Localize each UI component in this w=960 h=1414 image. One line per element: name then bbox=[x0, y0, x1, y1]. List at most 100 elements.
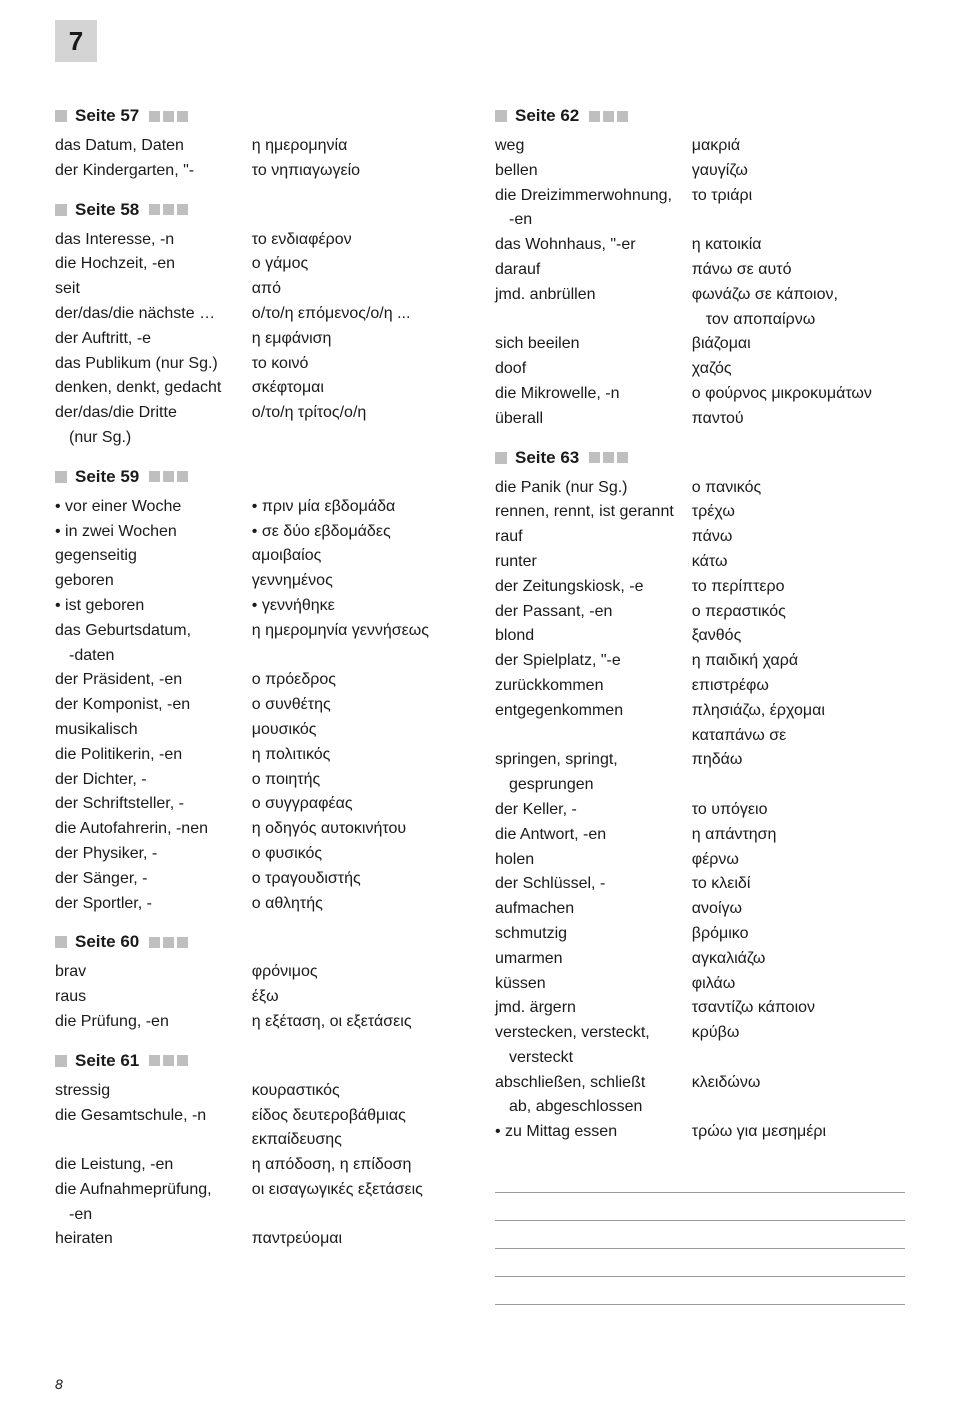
greek-translation: χαζός bbox=[692, 357, 905, 382]
vocab-row: τον αποπαίρνω bbox=[495, 308, 905, 333]
vocab-row: -en bbox=[55, 1203, 465, 1228]
greek-translation: βρόμικο bbox=[692, 922, 905, 947]
vocab-row: • zu Mittag essenτρώω για μεσημέρι bbox=[495, 1120, 905, 1145]
german-term: die Gesamtschule, -n bbox=[55, 1104, 252, 1129]
german-term bbox=[495, 308, 692, 333]
section-title: Seite 63 bbox=[515, 448, 579, 468]
german-term: runter bbox=[495, 550, 692, 575]
german-term: weg bbox=[495, 134, 692, 159]
greek-translation: το ενδιαφέρον bbox=[252, 228, 465, 253]
greek-translation: από bbox=[252, 277, 465, 302]
vocab-row: schmutzigβρόμικο bbox=[495, 922, 905, 947]
german-term: geboren bbox=[55, 569, 252, 594]
german-term: zurückkommen bbox=[495, 674, 692, 699]
german-term: der Physiker, - bbox=[55, 842, 252, 867]
greek-translation: καταπάνω σε bbox=[692, 724, 905, 749]
section-title: Seite 57 bbox=[75, 106, 139, 126]
vocab-row: jmd. anbrüllenφωνάζω σε κάποιον, bbox=[495, 283, 905, 308]
greek-translation: ξανθός bbox=[692, 624, 905, 649]
section-heading: Seite 62 bbox=[495, 106, 905, 126]
vocab-row: gegenseitigαμοιβαίος bbox=[55, 544, 465, 569]
greek-translation: η εξέταση, οι εξετάσεις bbox=[252, 1010, 465, 1035]
vocab-row: umarmenαγκαλιάζω bbox=[495, 947, 905, 972]
greek-translation: φρόνιμος bbox=[252, 960, 465, 985]
right-column: Seite 62wegμακριάbellenγαυγίζωdie Dreizi… bbox=[495, 90, 905, 1305]
german-term: die Hochzeit, -en bbox=[55, 252, 252, 277]
greek-translation: πάνω bbox=[692, 525, 905, 550]
german-term: • ist geboren bbox=[55, 594, 252, 619]
greek-translation: κουραστικός bbox=[252, 1079, 465, 1104]
notes-line bbox=[495, 1281, 905, 1305]
greek-translation: παντού bbox=[692, 407, 905, 432]
greek-translation: τρέχω bbox=[692, 500, 905, 525]
vocab-row: das Interesse, -nτο ενδιαφέρον bbox=[55, 228, 465, 253]
german-term: das Datum, Daten bbox=[55, 134, 252, 159]
greek-translation: ο πανικός bbox=[692, 476, 905, 501]
content-columns: Seite 57das Datum, Datenη ημερομηνίαder … bbox=[55, 90, 905, 1305]
greek-translation: ο αθλητής bbox=[252, 892, 465, 917]
german-term: das Interesse, -n bbox=[55, 228, 252, 253]
vocab-row: springen, springt,πηδάω bbox=[495, 748, 905, 773]
vocab-row: runterκάτω bbox=[495, 550, 905, 575]
greek-translation: πάνω σε αυτό bbox=[692, 258, 905, 283]
vocab-row: die Hochzeit, -enο γάμος bbox=[55, 252, 465, 277]
vocab-row: jmd. ärgernτσαντίζω κάποιον bbox=[495, 996, 905, 1021]
greek-translation: πηδάω bbox=[692, 748, 905, 773]
greek-translation bbox=[252, 1203, 465, 1228]
vocab-row: καταπάνω σε bbox=[495, 724, 905, 749]
section-title: Seite 60 bbox=[75, 932, 139, 952]
vocab-row: raufπάνω bbox=[495, 525, 905, 550]
german-term: sich beeilen bbox=[495, 332, 692, 357]
german-term: die Mikrowelle, -n bbox=[495, 382, 692, 407]
german-term: die Panik (nur Sg.) bbox=[495, 476, 692, 501]
section-heading: Seite 60 bbox=[55, 932, 465, 952]
greek-translation: γαυγίζω bbox=[692, 159, 905, 184]
german-term: der Zeitungskiosk, -e bbox=[495, 575, 692, 600]
german-term: aufmachen bbox=[495, 897, 692, 922]
section-heading: Seite 61 bbox=[55, 1051, 465, 1071]
greek-translation bbox=[692, 1095, 905, 1120]
page-number-badge: 7 bbox=[55, 20, 97, 62]
vocab-row: der Physiker, -ο φυσικός bbox=[55, 842, 465, 867]
vocab-row: • in zwei Wochen• σε δύο εβδομάδες bbox=[55, 520, 465, 545]
left-column: Seite 57das Datum, Datenη ημερομηνίαder … bbox=[55, 90, 465, 1305]
vocab-row: der Zeitungskiosk, -eτο περίπτερο bbox=[495, 575, 905, 600]
vocab-row: der Schlüssel, -το κλειδί bbox=[495, 872, 905, 897]
greek-translation: αμοιβαίος bbox=[252, 544, 465, 569]
vocab-row: bellenγαυγίζω bbox=[495, 159, 905, 184]
vocab-row: doofχαζός bbox=[495, 357, 905, 382]
german-term: holen bbox=[495, 848, 692, 873]
square-bullet-icon bbox=[55, 1055, 67, 1067]
vocab-row: der Keller, -το υπόγειο bbox=[495, 798, 905, 823]
german-term: ab, abgeschlossen bbox=[495, 1095, 692, 1120]
greek-translation: οι εισαγωγικές εξετάσεις bbox=[252, 1178, 465, 1203]
german-term: verstecken, versteckt, bbox=[495, 1021, 692, 1046]
trailing-squares-icon bbox=[149, 111, 188, 122]
vocab-row: der Sänger, -ο τραγουδιστής bbox=[55, 867, 465, 892]
trailing-squares-icon bbox=[149, 471, 188, 482]
section-title: Seite 62 bbox=[515, 106, 579, 126]
greek-translation: ο ποιητής bbox=[252, 768, 465, 793]
german-term: darauf bbox=[495, 258, 692, 283]
section-heading: Seite 59 bbox=[55, 467, 465, 487]
german-term: der Auftritt, -e bbox=[55, 327, 252, 352]
vocab-row: überallπαντού bbox=[495, 407, 905, 432]
trailing-squares-icon bbox=[149, 937, 188, 948]
greek-translation: • σε δύο εβδομάδες bbox=[252, 520, 465, 545]
german-term: die Aufnahmeprüfung, bbox=[55, 1178, 252, 1203]
greek-translation: η απόδοση, η επίδοση bbox=[252, 1153, 465, 1178]
vocab-row: denken, denkt, gedachtσκέφτομαι bbox=[55, 376, 465, 401]
vocab-row: verstecken, versteckt,κρύβω bbox=[495, 1021, 905, 1046]
square-bullet-icon bbox=[495, 110, 507, 122]
vocab-row: die Autofahrerin, -nenη οδηγός αυτοκινήτ… bbox=[55, 817, 465, 842]
german-term: der Kindergarten, "- bbox=[55, 159, 252, 184]
german-term: (nur Sg.) bbox=[55, 426, 252, 451]
vocab-row: • vor einer Woche• πριν μία εβδομάδα bbox=[55, 495, 465, 520]
german-term: gesprungen bbox=[495, 773, 692, 798]
greek-translation bbox=[692, 1046, 905, 1071]
greek-translation bbox=[692, 773, 905, 798]
german-term: bellen bbox=[495, 159, 692, 184]
german-term: der Sänger, - bbox=[55, 867, 252, 892]
vocab-row: die Gesamtschule, -nείδος δευτεροβάθμιας bbox=[55, 1104, 465, 1129]
vocab-row: rausέξω bbox=[55, 985, 465, 1010]
